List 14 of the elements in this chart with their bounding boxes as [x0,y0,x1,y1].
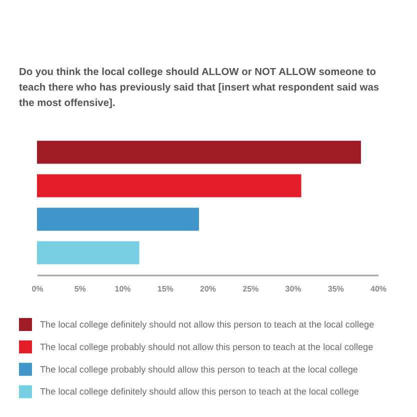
legend-label: The local college definitely should allow this person to teach at the local college [40,386,359,397]
x-tick-label: 40% [370,284,387,294]
x-tick-label: 5% [74,284,86,294]
x-tick-label: 25% [242,284,259,294]
legend-label: The local college probably should allow this person to teach at the local college [40,364,358,374]
legend-label: The local college definitely should not allow this person to teach at the local college [40,320,374,330]
x-tick-label: 0% [32,284,44,294]
x-tick-label: 15% [157,284,174,294]
x-tick-label: 20% [200,284,216,294]
x-tick-label: 10% [114,284,131,294]
chart-title: Do you think the local college should ALLOW or NOT ALLOW someone to teach there who has previously said that [insert what respondent said was the most offensive]. [19,66,380,109]
x-tick-label: 35% [328,284,344,294]
x-tick-label: 30% [285,284,302,294]
legend-label: The local college probably should not allow this person to teach at the local college [40,342,374,352]
